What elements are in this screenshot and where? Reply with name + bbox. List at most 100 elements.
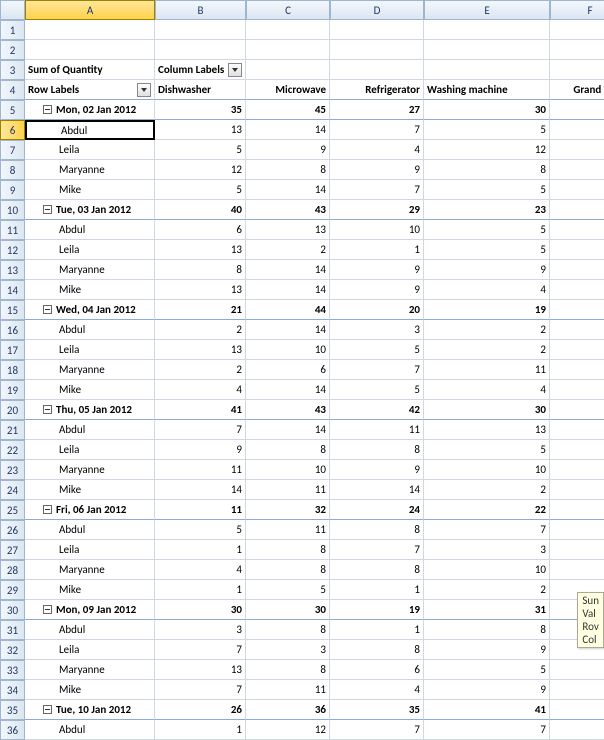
- row-header[interactable]: 9: [0, 180, 25, 200]
- row-header[interactable]: 34: [0, 680, 25, 700]
- cell[interactable]: 34: [550, 220, 604, 240]
- column-header-E[interactable]: E: [424, 0, 550, 20]
- cell[interactable]: 7: [424, 520, 550, 540]
- cell[interactable]: 1: [330, 240, 424, 260]
- group-row-label[interactable]: Tue, 03 Jan 2012: [25, 200, 155, 220]
- row-header[interactable]: 5: [0, 100, 25, 120]
- cell[interactable]: 7: [330, 540, 424, 560]
- child-row-label[interactable]: Mike: [25, 280, 155, 300]
- cell[interactable]: 7: [155, 680, 246, 700]
- collapse-toggle-icon[interactable]: [43, 205, 52, 214]
- group-row-label[interactable]: Fri, 06 Jan 2012: [25, 500, 155, 520]
- row-header[interactable]: 25: [0, 500, 25, 520]
- row-header[interactable]: 32: [0, 640, 25, 660]
- cell[interactable]: 27: [330, 100, 424, 120]
- cell[interactable]: 1: [330, 620, 424, 640]
- cell[interactable]: 4: [155, 560, 246, 580]
- cell[interactable]: 8: [155, 260, 246, 280]
- cell[interactable]: 32: [550, 660, 604, 680]
- row-header[interactable]: 14: [0, 280, 25, 300]
- row-header[interactable]: 12: [0, 240, 25, 260]
- cell[interactable]: 41: [550, 480, 604, 500]
- cell[interactable]: 8: [330, 440, 424, 460]
- cell[interactable]: 135: [550, 200, 604, 220]
- cell[interactable]: 21: [155, 300, 246, 320]
- cell[interactable]: [550, 20, 604, 40]
- child-row-label[interactable]: Leila: [25, 440, 155, 460]
- cell[interactable]: 8: [424, 620, 550, 640]
- cell[interactable]: 27: [550, 720, 604, 740]
- child-row-label[interactable]: Leila: [25, 340, 155, 360]
- row-header[interactable]: 1: [0, 20, 25, 40]
- cell[interactable]: 4: [424, 280, 550, 300]
- child-row-label[interactable]: Mike: [25, 380, 155, 400]
- cell[interactable]: 104: [550, 300, 604, 320]
- filter-dropdown-icon[interactable]: [228, 63, 242, 77]
- cell[interactable]: 10: [424, 460, 550, 480]
- child-row-label[interactable]: Maryanne: [25, 160, 155, 180]
- cell[interactable]: 8: [246, 440, 330, 460]
- cell[interactable]: 5: [246, 580, 330, 600]
- cell[interactable]: 9: [330, 280, 424, 300]
- cell[interactable]: 30: [550, 560, 604, 580]
- cell[interactable]: 10: [246, 460, 330, 480]
- cell[interactable]: 1: [155, 580, 246, 600]
- filter-dropdown-icon[interactable]: [137, 83, 151, 97]
- cell[interactable]: 31: [424, 600, 550, 620]
- cell[interactable]: 7: [424, 720, 550, 740]
- cell[interactable]: 9: [424, 260, 550, 280]
- cell[interactable]: 43: [246, 400, 330, 420]
- row-header[interactable]: 2: [0, 40, 25, 60]
- cell[interactable]: 1: [155, 720, 246, 740]
- cell[interactable]: 14: [330, 480, 424, 500]
- cell[interactable]: 41: [424, 700, 550, 720]
- row-header[interactable]: 23: [0, 460, 25, 480]
- cell[interactable]: 40: [550, 460, 604, 480]
- cell[interactable]: 29: [330, 200, 424, 220]
- cell[interactable]: 37: [550, 160, 604, 180]
- row-header[interactable]: 29: [0, 580, 25, 600]
- cell[interactable]: 35: [155, 100, 246, 120]
- cell[interactable]: 1: [155, 540, 246, 560]
- cell[interactable]: 13: [155, 340, 246, 360]
- cell[interactable]: 5: [424, 240, 550, 260]
- cell[interactable]: 30: [424, 400, 550, 420]
- cell[interactable]: 9: [330, 460, 424, 480]
- child-row-label[interactable]: Maryanne: [25, 560, 155, 580]
- child-row-label[interactable]: Maryanne: [25, 260, 155, 280]
- cell[interactable]: [246, 60, 330, 80]
- cell[interactable]: [330, 20, 424, 40]
- cell[interactable]: 3: [246, 640, 330, 660]
- cell[interactable]: 39: [550, 120, 604, 140]
- collapse-toggle-icon[interactable]: [43, 605, 52, 614]
- group-row-label[interactable]: Thu, 05 Jan 2012: [25, 400, 155, 420]
- child-row-label[interactable]: Abdul: [25, 220, 155, 240]
- cell[interactable]: 5: [424, 180, 550, 200]
- col-dishwasher[interactable]: Dishwasher: [155, 80, 246, 100]
- column-header-C[interactable]: C: [246, 0, 330, 20]
- cell[interactable]: 8: [424, 160, 550, 180]
- cell[interactable]: 22: [424, 500, 550, 520]
- cell[interactable]: 40: [550, 280, 604, 300]
- cell[interactable]: 14: [246, 280, 330, 300]
- cell[interactable]: 44: [246, 300, 330, 320]
- column-header-D[interactable]: D: [330, 0, 424, 20]
- row-header[interactable]: 16: [0, 320, 25, 340]
- cell[interactable]: 14: [246, 260, 330, 280]
- cell[interactable]: 31: [550, 680, 604, 700]
- cell[interactable]: 5: [155, 520, 246, 540]
- row-header[interactable]: 6: [0, 120, 25, 140]
- collapse-toggle-icon[interactable]: [43, 305, 52, 314]
- cell[interactable]: 8: [246, 560, 330, 580]
- cell[interactable]: 19: [550, 540, 604, 560]
- cell[interactable]: 12: [246, 720, 330, 740]
- cell[interactable]: 45: [246, 100, 330, 120]
- cell[interactable]: 30: [550, 440, 604, 460]
- cell[interactable]: 8: [330, 640, 424, 660]
- cell[interactable]: 30: [550, 340, 604, 360]
- cell[interactable]: 9: [155, 440, 246, 460]
- cell[interactable]: 26: [155, 700, 246, 720]
- cell[interactable]: 5: [424, 120, 550, 140]
- cell[interactable]: [155, 20, 246, 40]
- cell[interactable]: [424, 40, 550, 60]
